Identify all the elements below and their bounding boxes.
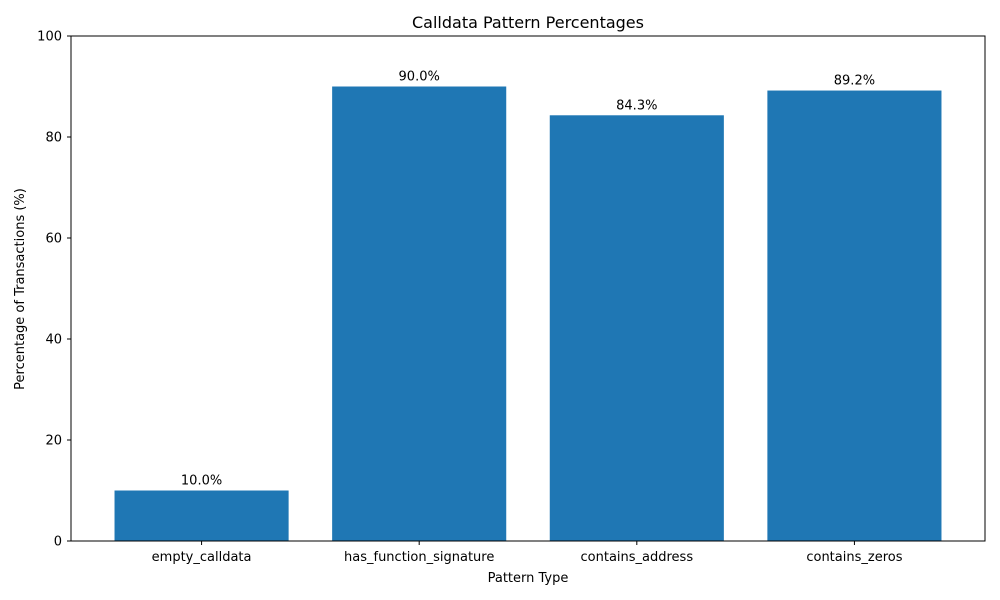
data-label: 89.2%	[834, 74, 875, 89]
x-tick-label: contains_address	[581, 550, 694, 565]
y-axis-label: Percentage of Transactions (%)	[13, 188, 28, 390]
x-axis-label: Pattern Type	[488, 571, 569, 586]
x-tick-label: has_function_signature	[344, 550, 494, 565]
plot-frame	[70, 35, 986, 542]
y-tick-label: 20	[45, 434, 62, 449]
data-label: 10.0%	[181, 474, 222, 489]
x-tick-label: empty_calldata	[152, 550, 252, 565]
y-tick-label: 60	[45, 232, 62, 247]
data-label: 90.0%	[399, 70, 440, 85]
bar-has_function_signature	[332, 86, 507, 541]
y-tick-label: 100	[37, 30, 62, 45]
y-tick-label: 0	[54, 535, 62, 550]
data-label: 84.3%	[616, 98, 657, 113]
y-tick-label: 40	[45, 333, 62, 348]
y-tick-label: 80	[45, 131, 62, 146]
bar-contains_address	[549, 115, 724, 541]
x-tick-label: contains_zeros	[806, 550, 902, 565]
bar-empty_calldata	[114, 490, 289, 541]
chart-title: Calldata Pattern Percentages	[412, 13, 644, 32]
plot-area: 10.0% 90.0% 84.3% 89.2% 0 20 40 60 80 100 empty_ca…	[37, 30, 986, 565]
bar-contains_zeros	[767, 90, 942, 541]
